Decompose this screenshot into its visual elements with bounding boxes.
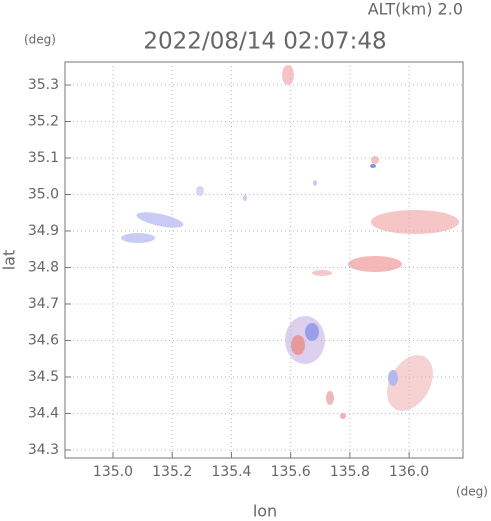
echo <box>371 210 459 234</box>
echo <box>312 270 332 276</box>
y-tick-label: 34.9 <box>28 223 59 239</box>
echo <box>313 180 317 186</box>
y-tick-label: 35.1 <box>28 150 59 166</box>
x-tick-label: 135.6 <box>271 464 311 480</box>
y-tick-label: 35.0 <box>28 186 59 202</box>
altitude-label: ALT(km) 2.0 <box>368 0 463 19</box>
echo <box>387 355 433 411</box>
echo <box>196 186 204 196</box>
echo <box>136 212 184 228</box>
echo <box>348 256 402 272</box>
y-unit: (deg) <box>24 33 56 47</box>
echo <box>326 391 334 405</box>
y-tick-label: 34.6 <box>28 332 59 348</box>
y-tick-label: 34.7 <box>28 296 59 312</box>
y-tick-label: 34.4 <box>28 405 59 421</box>
echo <box>340 413 346 419</box>
echo <box>291 335 305 355</box>
echo <box>370 164 376 168</box>
y-tick-label: 34.8 <box>28 259 59 275</box>
x-tick-label: 135.8 <box>330 464 370 480</box>
x-tick-label: 135.2 <box>152 464 192 480</box>
echo <box>282 65 294 85</box>
plot-frame <box>64 61 464 459</box>
x-tick-label: 135.0 <box>93 464 133 480</box>
x-tick-label: 136.0 <box>389 464 429 480</box>
echo <box>305 323 319 341</box>
echo <box>121 233 155 243</box>
y-tick-label: 34.3 <box>28 442 59 458</box>
x-tick-label: 135.4 <box>211 464 251 480</box>
echo <box>388 370 398 386</box>
x-unit: (deg) <box>456 485 488 499</box>
x-axis-label: lon <box>253 502 277 521</box>
echo <box>371 156 379 164</box>
y-tick-label: 35.2 <box>28 113 59 129</box>
y-tick-label: 34.5 <box>28 369 59 385</box>
y-tick-label: 35.3 <box>28 77 59 93</box>
echo <box>243 195 247 201</box>
y-axis-label: lat <box>0 250 19 271</box>
chart-title: 2022/08/14 02:07:48 <box>143 29 386 55</box>
